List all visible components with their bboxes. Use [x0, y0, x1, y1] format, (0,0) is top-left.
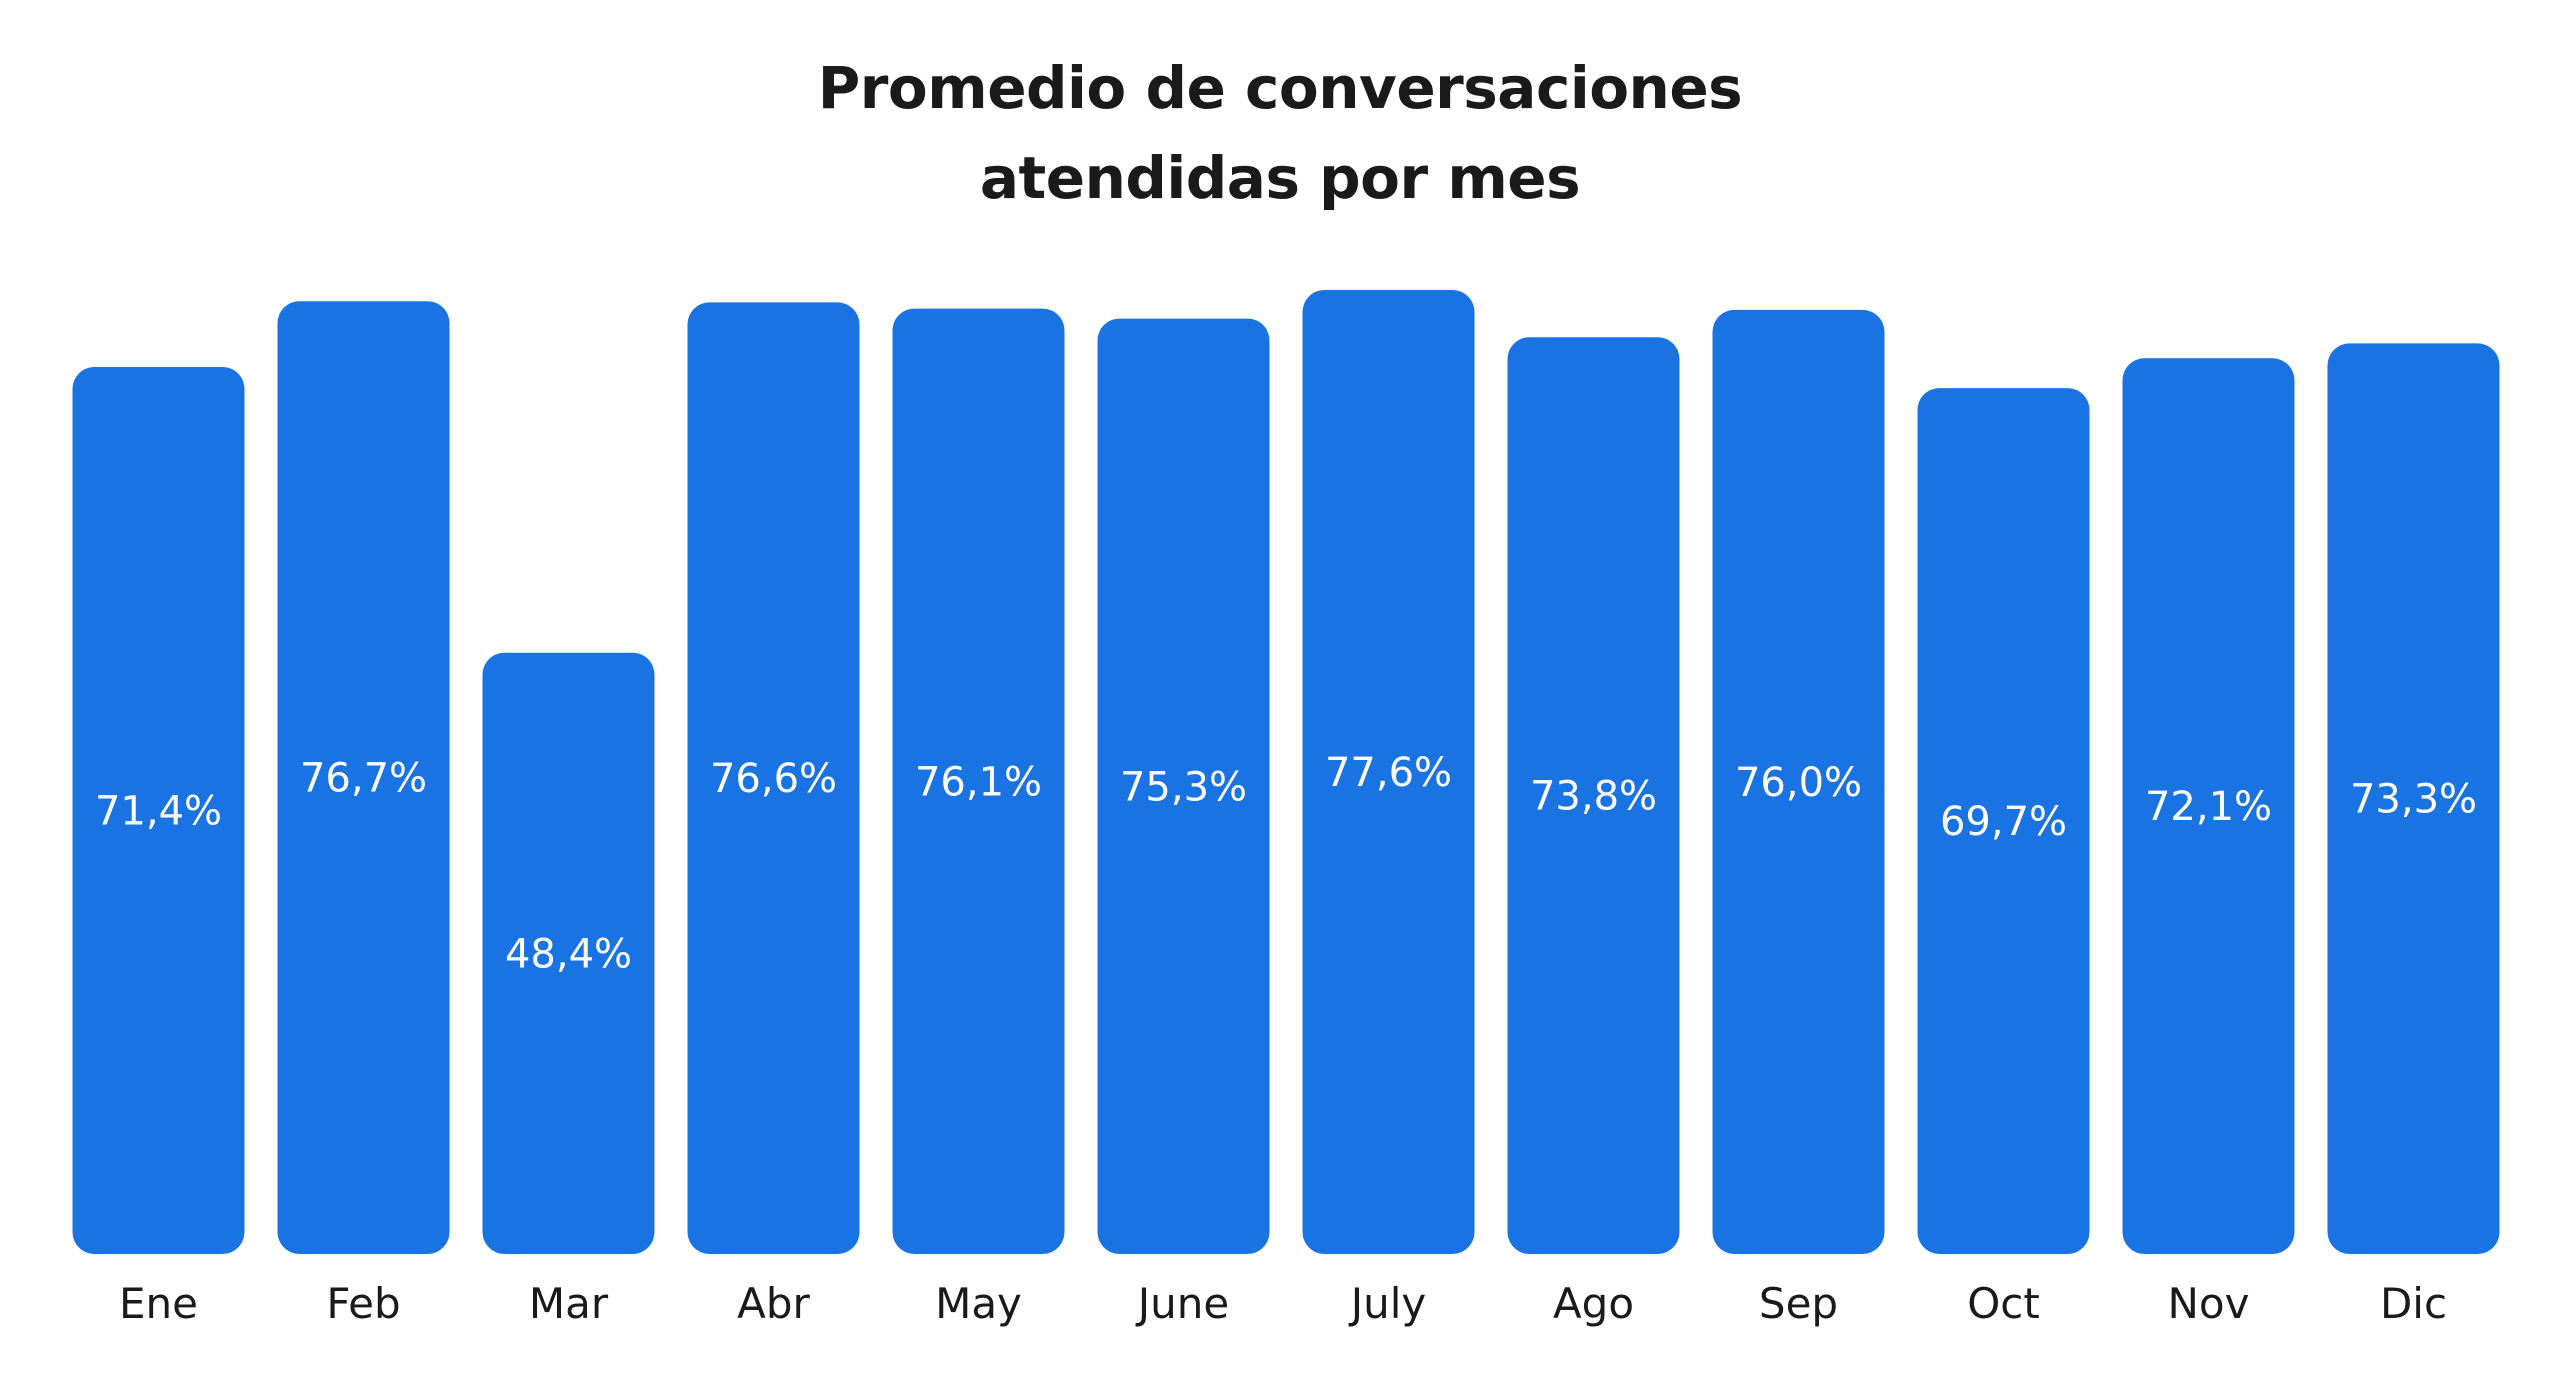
bar-ago — [1507, 337, 1680, 1254]
x-tick-label: Dic — [2380, 1279, 2447, 1328]
x-tick-label: Sep — [1759, 1279, 1838, 1328]
bar-feb — [277, 301, 450, 1254]
bar-value-label: 72,1% — [2145, 784, 2272, 830]
x-tick-label: Ene — [119, 1279, 198, 1328]
bar-value-label: 76,6% — [710, 756, 837, 802]
bar-mar — [482, 652, 655, 1254]
x-tick-label: June — [1135, 1279, 1229, 1328]
bar-value-label: 75,3% — [1120, 764, 1247, 810]
bar-may — [892, 308, 1065, 1255]
bar-ene — [72, 367, 245, 1254]
x-tick-label: Mar — [529, 1279, 609, 1328]
bar-value-label: 73,3% — [2350, 777, 2477, 823]
bar-oct — [1917, 388, 2090, 1255]
bar-value-label: 76,1% — [915, 759, 1042, 805]
x-tick-label: Ago — [1553, 1279, 1634, 1328]
bar-value-label: 48,4% — [505, 931, 632, 977]
x-tick-label: Feb — [326, 1279, 400, 1328]
bar-dic — [2327, 343, 2500, 1254]
bar-nov — [2122, 358, 2295, 1254]
bar-june — [1097, 318, 1270, 1255]
x-tick-label: Oct — [1967, 1279, 2040, 1328]
x-tick-label: July — [1348, 1279, 1427, 1328]
bar-sep — [1712, 309, 1885, 1254]
bar-value-label: 73,8% — [1530, 774, 1657, 820]
bar-value-label: 76,0% — [1735, 760, 1862, 806]
x-tick-label: May — [935, 1279, 1022, 1328]
bar-abr — [687, 302, 860, 1254]
bar-value-label: 69,7% — [1940, 799, 2067, 845]
chart-title-line-1: Promedio de conversaciones — [817, 54, 1743, 122]
bar-value-label: 77,6% — [1325, 750, 1452, 796]
bar-value-label: 71,4% — [95, 789, 222, 835]
x-tick-label: Abr — [737, 1279, 810, 1328]
chart-title-line-2: atendidas por mes — [979, 144, 1581, 212]
bar-july — [1302, 290, 1475, 1254]
x-tick-label: Nov — [2168, 1279, 2250, 1328]
bar-value-label: 76,7% — [300, 756, 427, 802]
